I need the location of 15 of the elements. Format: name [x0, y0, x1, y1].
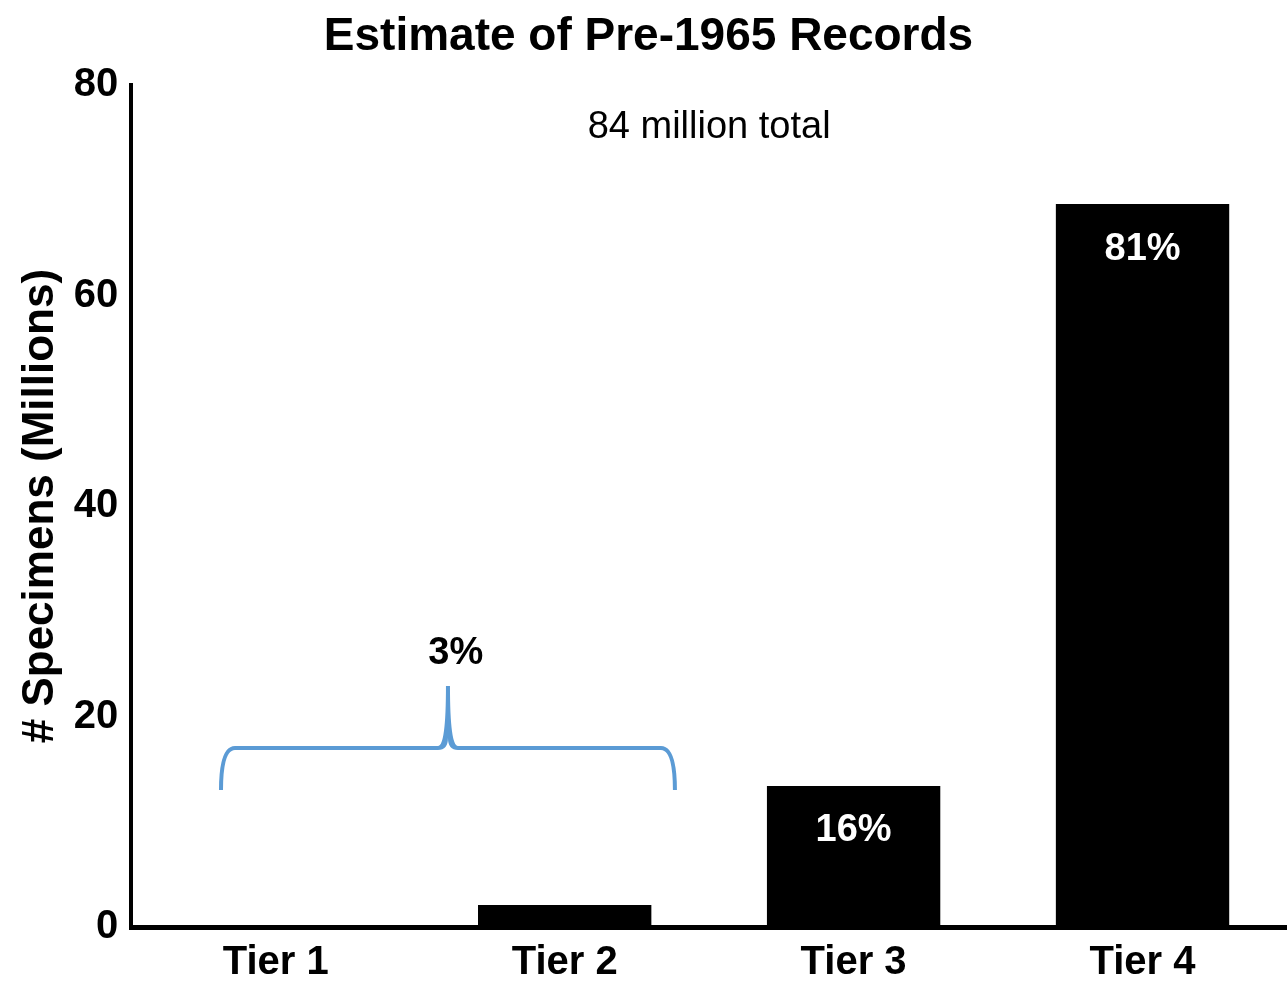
annotation: 81% — [1104, 225, 1181, 268]
x-tick-label: Tier 2 — [511, 938, 618, 983]
y-tick-label: 20 — [73, 691, 119, 736]
y-tick-label: 0 — [96, 902, 119, 947]
annotation: 84 million total — [587, 103, 831, 146]
annotation: 3% — [428, 629, 484, 672]
y-tick-label: 60 — [73, 270, 119, 315]
y-axis-title: # Specimens (Millions) — [12, 268, 62, 744]
x-tick-label: Tier 1 — [222, 938, 329, 983]
y-tick-label: 80 — [73, 60, 119, 105]
x-tick-label: Tier 4 — [1089, 938, 1197, 983]
y-tick-label: 40 — [73, 481, 119, 526]
annotation: 16% — [815, 807, 892, 850]
x-tick-label: Tier 3 — [800, 938, 907, 983]
chart-title: Estimate of Pre-1965 Records — [323, 8, 974, 61]
